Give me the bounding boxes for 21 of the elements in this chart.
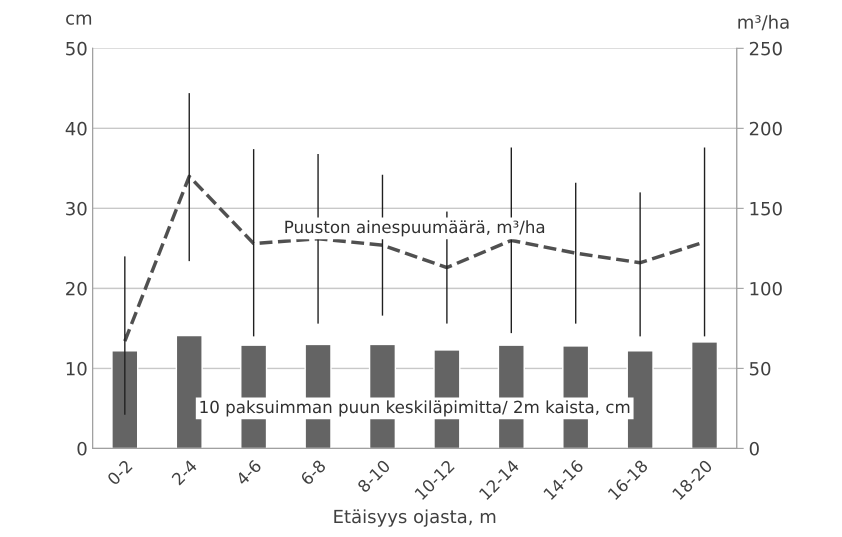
x-tick-label: 6-8 xyxy=(300,459,326,486)
y2-tick-label: 200 xyxy=(750,122,782,136)
y2-tick-label: 100 xyxy=(750,282,782,296)
y2-tick-label: 50 xyxy=(750,362,770,376)
x-tick-label: 0-2 xyxy=(106,460,133,486)
x-tick-label: 4-6 xyxy=(235,459,262,486)
y2-axis-title: m³/ha xyxy=(738,14,789,30)
y2-tick-label: 0 xyxy=(750,442,759,456)
y-tick-label: 30 xyxy=(66,202,87,216)
x-tick-label: 2-4 xyxy=(171,458,198,486)
y-tick-label: 10 xyxy=(66,362,87,376)
y-tick-label: 50 xyxy=(66,42,87,56)
x-axis-title: Etäisyys ojasta, m xyxy=(334,509,496,527)
y-tick-label: 20 xyxy=(66,282,87,296)
series-label: 10 paksuimman puun keskiläpimitta/ 2m kaista, cm xyxy=(200,400,630,416)
y-axis-title: cm xyxy=(66,14,92,25)
y2-tick-label: 150 xyxy=(750,202,782,216)
series-label: Puuston ainespuumäärä, m³/ha xyxy=(285,220,544,236)
y-tick-label: 40 xyxy=(66,122,87,136)
y2-tick-label: 250 xyxy=(750,42,782,56)
y-tick-label: 0 xyxy=(77,442,87,456)
